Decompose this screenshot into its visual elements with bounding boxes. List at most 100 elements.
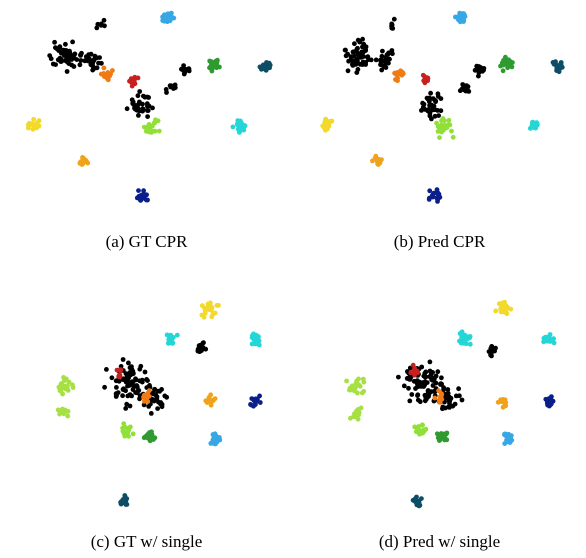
data-point bbox=[503, 397, 508, 402]
data-point bbox=[530, 120, 535, 125]
data-point bbox=[359, 55, 364, 60]
data-point bbox=[402, 384, 407, 389]
data-point bbox=[343, 48, 348, 53]
data-point bbox=[352, 41, 357, 46]
data-point bbox=[439, 375, 444, 380]
data-point bbox=[467, 335, 472, 340]
data-point bbox=[502, 300, 507, 305]
data-point bbox=[428, 360, 433, 365]
data-point bbox=[416, 428, 421, 433]
data-point bbox=[110, 375, 115, 380]
data-point bbox=[131, 380, 136, 385]
data-point bbox=[172, 84, 177, 89]
data-point bbox=[460, 398, 465, 403]
data-point bbox=[400, 73, 405, 78]
data-point bbox=[140, 378, 145, 383]
data-point bbox=[328, 119, 333, 124]
data-point bbox=[390, 26, 395, 31]
data-point bbox=[136, 93, 141, 98]
data-point bbox=[148, 434, 153, 439]
data-point bbox=[436, 113, 441, 118]
data-point bbox=[551, 60, 556, 65]
data-point bbox=[63, 42, 68, 47]
data-point bbox=[170, 341, 175, 346]
data-point bbox=[435, 369, 440, 374]
data-point bbox=[433, 99, 438, 104]
data-point bbox=[235, 123, 240, 128]
data-point bbox=[179, 67, 184, 72]
data-point bbox=[132, 103, 137, 108]
data-point bbox=[63, 384, 68, 389]
data-point bbox=[439, 108, 444, 113]
data-point bbox=[381, 63, 386, 68]
data-point bbox=[500, 61, 505, 66]
data-point bbox=[489, 354, 494, 359]
data-point bbox=[394, 70, 399, 75]
data-point bbox=[414, 495, 419, 500]
data-point bbox=[497, 301, 502, 306]
data-point bbox=[65, 414, 70, 419]
data-point bbox=[432, 104, 437, 109]
data-point bbox=[149, 411, 154, 416]
data-point bbox=[355, 391, 360, 396]
data-point bbox=[257, 394, 262, 399]
data-point bbox=[196, 349, 201, 354]
data-point bbox=[185, 67, 190, 72]
data-point bbox=[208, 441, 213, 446]
data-point bbox=[97, 55, 102, 60]
data-point bbox=[258, 65, 263, 70]
data-point bbox=[535, 123, 540, 128]
data-point bbox=[147, 104, 152, 109]
data-point bbox=[501, 68, 506, 73]
data-point bbox=[144, 377, 149, 382]
data-point bbox=[137, 367, 142, 372]
data-point bbox=[425, 380, 430, 385]
data-point bbox=[407, 399, 412, 404]
data-point bbox=[165, 333, 170, 338]
data-point bbox=[65, 69, 70, 74]
data-point bbox=[355, 383, 360, 388]
data-point bbox=[200, 303, 205, 308]
data-point bbox=[439, 397, 444, 402]
data-point bbox=[215, 58, 220, 63]
data-point bbox=[456, 386, 461, 391]
data-point bbox=[427, 103, 432, 108]
data-point bbox=[359, 406, 364, 411]
data-point bbox=[51, 62, 56, 67]
panel-d: (d) Pred w/ single bbox=[293, 279, 586, 558]
data-point bbox=[430, 193, 435, 198]
caption-c: (c) GT w/ single bbox=[0, 532, 293, 552]
data-point bbox=[145, 108, 150, 113]
scatter-c bbox=[0, 279, 293, 515]
data-point bbox=[427, 197, 432, 202]
data-point bbox=[137, 89, 142, 94]
panel-a: (a) GT CPR bbox=[0, 0, 293, 279]
data-point bbox=[355, 413, 360, 418]
data-point bbox=[267, 61, 272, 66]
data-point bbox=[175, 333, 180, 338]
data-point bbox=[395, 78, 400, 83]
data-point bbox=[487, 349, 492, 354]
data-point bbox=[439, 96, 444, 101]
data-point bbox=[142, 125, 147, 130]
data-point bbox=[204, 398, 209, 403]
data-point bbox=[156, 389, 161, 394]
data-point bbox=[209, 403, 214, 408]
data-point bbox=[145, 114, 150, 119]
data-point bbox=[121, 421, 126, 426]
data-point bbox=[67, 52, 72, 57]
data-point bbox=[417, 380, 422, 385]
data-point bbox=[89, 52, 94, 57]
data-point bbox=[379, 57, 384, 62]
data-point bbox=[432, 396, 437, 401]
data-point bbox=[135, 383, 140, 388]
data-point bbox=[361, 380, 366, 385]
data-point bbox=[124, 402, 129, 407]
data-point bbox=[120, 426, 125, 431]
data-point bbox=[441, 128, 446, 133]
data-point bbox=[182, 72, 187, 77]
data-point bbox=[131, 387, 136, 392]
data-point bbox=[78, 62, 83, 67]
data-point bbox=[110, 68, 115, 73]
data-point bbox=[437, 135, 442, 140]
